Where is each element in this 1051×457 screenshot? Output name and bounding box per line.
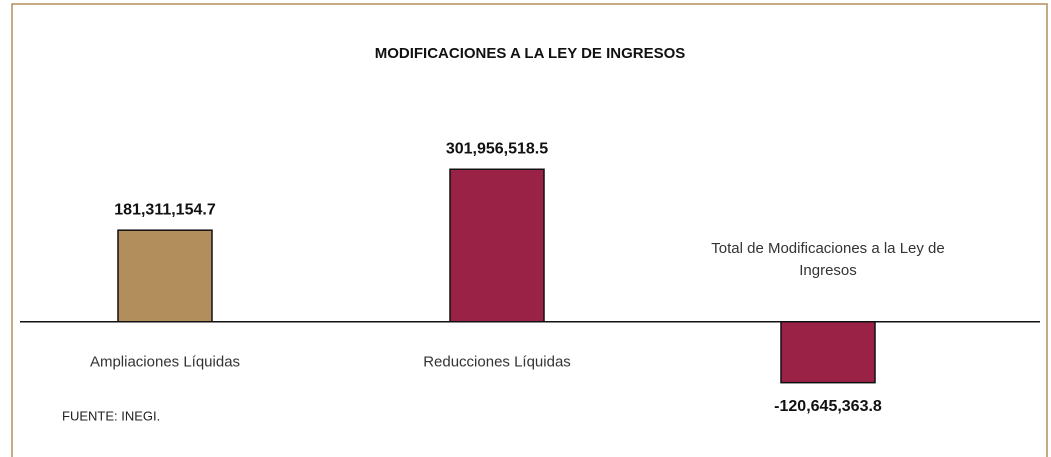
frame [11,3,1048,457]
bar [449,168,545,323]
source-note: FUENTE: INEGI. [62,408,160,423]
category-label: Reducciones Líquidas [423,354,571,371]
chart-title: MODIFICACIONES A LA LEY DE INGRESOS [375,45,686,62]
category-label: Total de Modificaciones a la Ley de Ingr… [711,239,945,279]
category-label-box: Total de Modificaciones a la Ley de Ingr… [711,239,945,279]
value-label: 181,311,154.7 [114,201,216,218]
value-label: 301,956,518.5 [446,140,548,157]
value-label: -120,645,363.8 [774,398,882,415]
bar [780,321,876,384]
bar [117,229,213,323]
category-label: Ampliaciones Líquidas [90,354,240,371]
